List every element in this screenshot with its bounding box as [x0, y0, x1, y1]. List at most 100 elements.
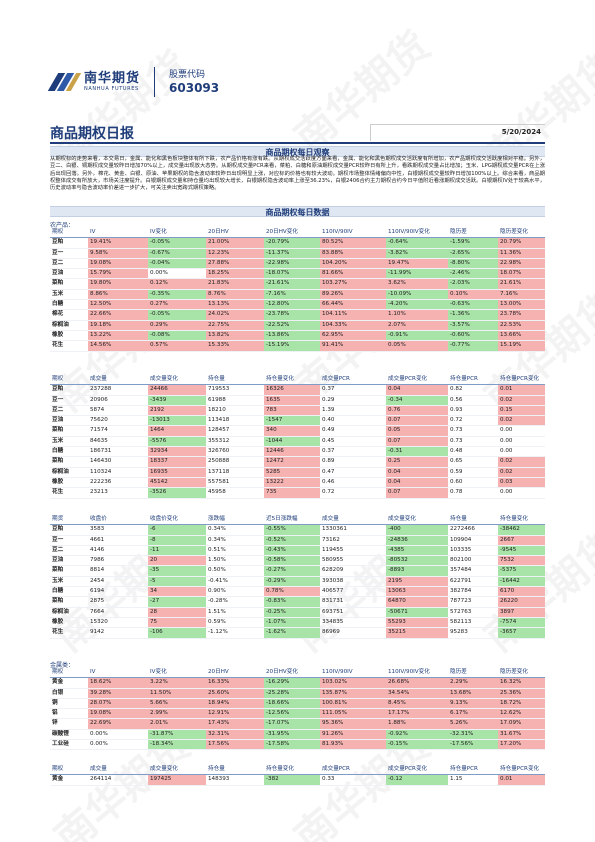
- table-cell: 0.05: [386, 425, 448, 437]
- table-cell: 0.51%: [206, 545, 264, 557]
- column-header: 20日HV: [206, 668, 264, 679]
- table-cell: -22.52%: [264, 320, 320, 331]
- table-cell: 0.00: [498, 487, 545, 499]
- table-cell: 11.50%: [148, 688, 206, 699]
- table-cell: 24.02%: [206, 309, 264, 321]
- table-cell: 119455: [320, 545, 386, 557]
- table-cell: 0.78%: [264, 586, 320, 598]
- table-cell: 1.15: [448, 774, 498, 786]
- table-cell: -1.12%: [206, 627, 264, 639]
- table-cell: 84635: [88, 436, 148, 448]
- logo-name-en: NANHUA FUTURES: [84, 86, 139, 92]
- table-cell: 0.02: [498, 456, 545, 468]
- table-cell: 628209: [320, 565, 386, 577]
- column-header: 持仓量: [448, 515, 498, 526]
- table-cell: -11.37%: [264, 248, 320, 259]
- table-cell: 0.07: [386, 487, 448, 499]
- table-cell: -1.62%: [264, 627, 320, 639]
- table-cell: 135.87%: [320, 688, 386, 699]
- table-cell: 100.81%: [320, 698, 386, 710]
- row-label: 白糖: [50, 299, 88, 311]
- table-cell: -0.83%: [264, 596, 320, 608]
- table-cell: 0.73: [448, 425, 498, 437]
- column-header: 隐历差变化: [498, 668, 545, 679]
- row-label: 棕榈油: [50, 320, 88, 331]
- table-cell: 0.49: [320, 425, 386, 437]
- table-cell: 75620: [88, 415, 148, 427]
- row-label: 豆粕: [50, 237, 88, 249]
- table-cell: 355312: [206, 436, 264, 448]
- table-cell: 19.18%: [88, 320, 148, 331]
- table-cell: -0.60%: [448, 330, 498, 342]
- table-cell: -25.28%: [264, 688, 320, 699]
- table-cell: 18337: [148, 456, 206, 468]
- table-row: 豆油 7986 20 1.50% -0.58% 580955 -80532 802100 753…: [50, 555, 545, 567]
- table-cell: 0.93: [448, 405, 498, 417]
- table-cell: 186731: [88, 446, 148, 458]
- table-cell: -5: [148, 576, 206, 588]
- column-header: 20日HV变化: [264, 668, 320, 679]
- table-cell: 13222: [264, 477, 320, 489]
- table-cell: 17.17%: [386, 708, 448, 720]
- table-header-row: 期货 收盘价 收盘价变化 涨跌幅 近5日涨跌幅 成交量 成交量变化 持仓量 持仓量变化: [50, 515, 545, 526]
- table-cell: 28.07%: [88, 698, 148, 710]
- table-cell: -3.57%: [448, 320, 498, 331]
- table-cell: 0.29: [320, 395, 386, 406]
- table-cell: 19.08%: [88, 708, 148, 720]
- column-header: 持仓量变化: [264, 375, 320, 386]
- group-label-metal: 金属类：: [50, 662, 75, 669]
- table-cell: -38462: [498, 524, 545, 536]
- table-cell: -0.34: [386, 395, 448, 406]
- table-cell: 7532: [498, 555, 545, 567]
- table-cell: 0.00: [498, 425, 545, 437]
- table-cell: 9.13%: [448, 698, 498, 710]
- table-cell: 22.69%: [88, 718, 148, 730]
- table-cell: -3.82%: [386, 248, 448, 259]
- table-cell: 55293: [386, 617, 448, 629]
- table-cell: 86969: [320, 627, 386, 639]
- table-cell: -7574: [498, 617, 545, 629]
- table-cell: 334835: [320, 617, 386, 629]
- table-cell: 0.05%: [386, 340, 448, 352]
- table-cell: 16935: [148, 467, 206, 478]
- table-header-row: 期权 IV IV变化 20日HV 20日HV变化 110IV/90IV 110IV/90IV…: [50, 668, 545, 679]
- table-cell: -0.77%: [448, 340, 498, 352]
- table-cell: -4385: [386, 545, 448, 557]
- table-cell: 12472: [264, 456, 320, 468]
- row-label: 花生: [50, 487, 88, 499]
- column-header: 成交量PCR变化: [386, 375, 448, 386]
- table-row: 菜粕 71574 1464 128457 340 0.49 0.05 0.73 0.00: [50, 425, 545, 437]
- table-cell: 8.76%: [206, 289, 264, 301]
- table-cell: 146430: [88, 456, 148, 468]
- column-header: IV: [88, 668, 148, 679]
- table-cell: -0.91%: [386, 330, 448, 342]
- column-header: 涨跌幅: [206, 515, 264, 526]
- table-cell: -10.09%: [386, 289, 448, 301]
- table-row: 白糖 186731 32934 326760 12446 0.37 -0.31 0.48 0.0…: [50, 446, 545, 458]
- table-cell: 0.04: [386, 384, 448, 396]
- row-label: 黄金: [50, 774, 88, 786]
- row-label: 铜: [50, 698, 88, 710]
- table-cell: -0.63%: [448, 299, 498, 311]
- column-header: IV变化: [148, 668, 206, 679]
- table-cell: -2.46%: [448, 268, 498, 280]
- table-cell: 0.76: [386, 405, 448, 417]
- table-cell: -0.05%: [148, 237, 206, 249]
- table-cell: 2.29%: [448, 677, 498, 689]
- table-cell: 31.67%: [498, 729, 545, 741]
- table-cell: -1.59%: [448, 237, 498, 249]
- table-row: 豆粕 3583 -6 0.34% -0.55% 1330361 -400 2272466 -38…: [50, 524, 545, 536]
- document-header: 南华期货 NANHUA FUTURES 股票代码 603093: [47, 64, 219, 100]
- table-cell: 0.37: [320, 446, 386, 458]
- table-cell: 15.79%: [88, 268, 148, 280]
- table-cell: 91.41%: [320, 340, 386, 352]
- table-cell: 73162: [320, 535, 386, 546]
- table-cell: 20906: [88, 395, 148, 406]
- table-cell: -18.07%: [264, 268, 320, 280]
- table-cell: 719553: [206, 384, 264, 396]
- table-cell: 109904: [448, 535, 498, 546]
- table-cell: 0.60: [448, 477, 498, 489]
- table-cell: 95.36%: [320, 718, 386, 730]
- table-cell: 0.33: [320, 774, 386, 786]
- table-cell: 0.48: [448, 446, 498, 458]
